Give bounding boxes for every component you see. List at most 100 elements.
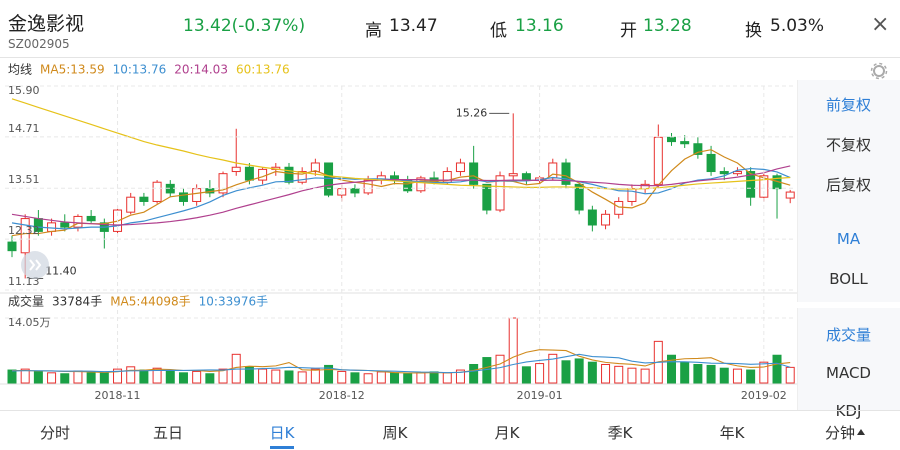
candle-body bbox=[574, 183, 584, 211]
volume-bar bbox=[7, 369, 17, 384]
tab[interactable]: 五日 bbox=[152, 424, 183, 442]
volume-bar bbox=[601, 363, 611, 384]
volume-bar bbox=[759, 361, 769, 384]
candle-body bbox=[482, 183, 492, 211]
volume-bar bbox=[416, 372, 426, 384]
adjust-option[interactable]: 不复权 bbox=[825, 136, 871, 154]
volume-bar bbox=[680, 361, 690, 384]
legend-item: MA5:13.59 bbox=[40, 63, 105, 77]
candle-body bbox=[60, 222, 70, 228]
low-label: 低 bbox=[490, 21, 507, 41]
volume-bar bbox=[33, 370, 43, 384]
volume-bar bbox=[495, 354, 505, 384]
indicator-option[interactable]: MA bbox=[836, 230, 861, 248]
candle-body bbox=[192, 188, 202, 202]
stock-name: 金逸影视 bbox=[8, 13, 85, 35]
volume-bar bbox=[258, 368, 268, 384]
candle-body bbox=[587, 209, 597, 226]
candle-body bbox=[495, 175, 505, 211]
sub-indicator-option[interactable]: MACD bbox=[826, 364, 871, 382]
volume-bar bbox=[574, 358, 584, 384]
candle-body bbox=[680, 141, 690, 145]
panel-bg bbox=[797, 80, 900, 302]
divider bbox=[0, 410, 900, 411]
tab-active[interactable]: 日K bbox=[269, 424, 295, 442]
sub-indicator-option[interactable]: 成交量 bbox=[825, 326, 871, 344]
turnover-value: 5.03% bbox=[770, 16, 825, 36]
volume-bar bbox=[548, 353, 558, 384]
close-button[interactable]: × bbox=[871, 12, 890, 37]
volume-bar bbox=[535, 363, 545, 384]
volume-bar bbox=[455, 369, 465, 384]
volume-bar bbox=[152, 367, 162, 384]
candle-body bbox=[455, 162, 465, 173]
candle-body bbox=[521, 173, 531, 181]
high-value: 13.47 bbox=[389, 16, 438, 36]
candle-body bbox=[152, 181, 162, 202]
candle-body bbox=[746, 171, 756, 198]
adjust-option[interactable]: 后复权 bbox=[825, 176, 871, 194]
adjust-option[interactable]: 前复权 bbox=[825, 96, 871, 114]
volume-bar bbox=[390, 372, 400, 384]
volume-bar bbox=[99, 371, 109, 384]
expand-button[interactable] bbox=[20, 250, 50, 280]
volume-bar bbox=[706, 364, 716, 384]
volume-bar bbox=[297, 371, 307, 384]
legend-item: 10:33976手 bbox=[199, 295, 269, 309]
turnover-label: 换 bbox=[745, 21, 762, 41]
low-value: 13.16 bbox=[515, 16, 564, 36]
candle-body bbox=[469, 162, 479, 185]
volume-bar bbox=[442, 372, 452, 384]
candle-body bbox=[324, 162, 334, 196]
candle-body bbox=[244, 166, 254, 181]
volume-ma-line bbox=[11, 353, 791, 374]
tab[interactable]: 月K bbox=[494, 424, 520, 442]
price-plot bbox=[7, 98, 795, 279]
volume-bar bbox=[113, 368, 123, 384]
volume-bar bbox=[310, 368, 320, 384]
max-label: 15.26 bbox=[456, 106, 488, 119]
open-value: 13.28 bbox=[643, 16, 692, 36]
volume-bar bbox=[126, 366, 136, 384]
candle-body bbox=[20, 218, 30, 254]
candle-body bbox=[614, 200, 624, 215]
volume-bar bbox=[429, 371, 439, 384]
y-tick-label: 12.32 bbox=[8, 224, 40, 237]
candle-body bbox=[350, 188, 360, 194]
divider bbox=[0, 57, 900, 58]
volume-bar bbox=[521, 366, 531, 384]
volume-bar bbox=[732, 368, 742, 384]
ma-line bbox=[11, 149, 791, 237]
tab[interactable]: 分钟 bbox=[824, 424, 855, 442]
ma-line bbox=[11, 167, 791, 230]
tab-underline bbox=[270, 446, 294, 449]
y-tick-label: 13.51 bbox=[8, 173, 40, 186]
legend-title: 均线 bbox=[8, 63, 32, 77]
min-label: 11.40 bbox=[45, 264, 77, 277]
candle-body bbox=[732, 171, 742, 175]
settings-icon[interactable] bbox=[870, 62, 888, 80]
volume-bar bbox=[614, 365, 624, 384]
legend-item: 60:13.76 bbox=[236, 63, 290, 77]
volume-bar bbox=[86, 372, 96, 384]
candle-body bbox=[86, 215, 96, 222]
legend-item: MA5:44098手 bbox=[110, 295, 190, 309]
candle-body bbox=[601, 213, 611, 226]
volume-bar bbox=[47, 372, 57, 384]
candle-body bbox=[706, 153, 716, 173]
volume-bar bbox=[627, 367, 637, 384]
volume-bar bbox=[561, 360, 571, 384]
tab[interactable]: 季K bbox=[607, 424, 633, 442]
volume-bar bbox=[139, 369, 149, 384]
volume-bar bbox=[746, 369, 756, 384]
sub-indicator-option[interactable]: KDJ bbox=[835, 402, 862, 420]
candle-body bbox=[297, 171, 307, 183]
volume-bar bbox=[165, 370, 175, 384]
tab[interactable]: 分时 bbox=[39, 424, 70, 442]
indicator-option[interactable]: BOLL bbox=[829, 270, 868, 288]
volume-bar bbox=[20, 368, 30, 384]
volume-bar bbox=[271, 369, 281, 384]
tab[interactable]: 周K bbox=[382, 424, 408, 442]
tab[interactable]: 年K bbox=[719, 424, 745, 442]
volume-bar bbox=[363, 373, 373, 384]
